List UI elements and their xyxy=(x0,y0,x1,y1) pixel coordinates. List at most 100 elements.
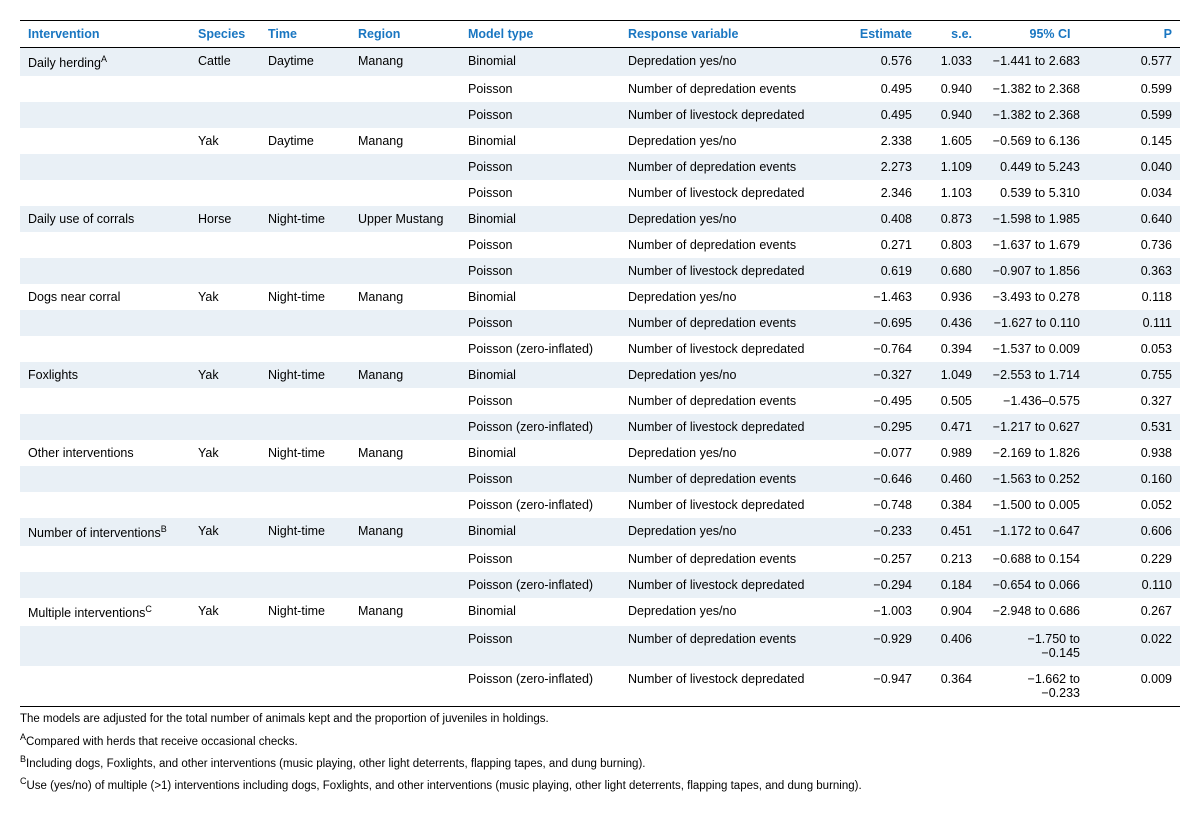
cell: −0.295 xyxy=(840,414,920,440)
cell xyxy=(260,180,350,206)
cell: Depredation yes/no xyxy=(620,128,840,154)
cell: 0.940 xyxy=(920,102,980,128)
cell: 0.680 xyxy=(920,258,980,284)
cell: Number of depredation events xyxy=(620,546,840,572)
cell: 2.338 xyxy=(840,128,920,154)
cell: −1.662 to −0.233 xyxy=(980,666,1120,707)
cell: Depredation yes/no xyxy=(620,206,840,232)
cell: Night-time xyxy=(260,518,350,546)
cell xyxy=(350,336,460,362)
cell: −1.637 to 1.679 xyxy=(980,232,1120,258)
cell xyxy=(190,466,260,492)
cell xyxy=(350,310,460,336)
cell xyxy=(190,180,260,206)
col-species: Species xyxy=(190,21,260,48)
cell xyxy=(260,626,350,666)
cell: −0.077 xyxy=(840,440,920,466)
table-row: Multiple interventionsCYakNight-timeMana… xyxy=(20,598,1180,626)
cell: 0.229 xyxy=(1120,546,1180,572)
table-row: Daily herdingACattleDaytimeManangBinomia… xyxy=(20,48,1180,77)
cell xyxy=(20,626,190,666)
cell: 0.364 xyxy=(920,666,980,707)
cell: −1.436–0.575 xyxy=(980,388,1120,414)
table-row: PoissonNumber of depredation events−0.25… xyxy=(20,546,1180,572)
table-body: Daily herdingACattleDaytimeManangBinomia… xyxy=(20,48,1180,707)
cell xyxy=(20,336,190,362)
cell: Number of livestock depredated xyxy=(620,572,840,598)
cell: −1.750 to −0.145 xyxy=(980,626,1120,666)
cell: 0.539 to 5.310 xyxy=(980,180,1120,206)
cell: 1.103 xyxy=(920,180,980,206)
cell: 0.736 xyxy=(1120,232,1180,258)
cell: −0.764 xyxy=(840,336,920,362)
footnote-c: CUse (yes/no) of multiple (>1) intervent… xyxy=(20,775,1172,795)
table-row: PoissonNumber of depredation events0.495… xyxy=(20,76,1180,102)
cell: Poisson xyxy=(460,310,620,336)
cell: 0.495 xyxy=(840,76,920,102)
cell: Number of interventionsB xyxy=(20,518,190,546)
table-row: Poisson (zero-inflated)Number of livesto… xyxy=(20,666,1180,707)
cell: 0.619 xyxy=(840,258,920,284)
col-intervention: Intervention xyxy=(20,21,190,48)
cell xyxy=(190,666,260,707)
cell xyxy=(190,232,260,258)
cell: Number of livestock depredated xyxy=(620,666,840,707)
col-time: Time xyxy=(260,21,350,48)
cell: −0.495 xyxy=(840,388,920,414)
cell: −2.948 to 0.686 xyxy=(980,598,1120,626)
cell: 2.273 xyxy=(840,154,920,180)
cell xyxy=(20,388,190,414)
table-row: PoissonNumber of depredation events−0.49… xyxy=(20,388,1180,414)
cell: 0.184 xyxy=(920,572,980,598)
data-table-container: Intervention Species Time Region Model t… xyxy=(20,20,1172,795)
table-row: PoissonNumber of livestock depredated0.6… xyxy=(20,258,1180,284)
cell: 0.495 xyxy=(840,102,920,128)
cell: −0.695 xyxy=(840,310,920,336)
footnotes: The models are adjusted for the total nu… xyxy=(20,711,1172,794)
cell: 0.606 xyxy=(1120,518,1180,546)
footnote-a: ACompared with herds that receive occasi… xyxy=(20,731,1172,751)
cell: Foxlights xyxy=(20,362,190,388)
cell xyxy=(20,414,190,440)
cell: Daytime xyxy=(260,48,350,77)
cell: 0.213 xyxy=(920,546,980,572)
cell: Night-time xyxy=(260,440,350,466)
cell xyxy=(260,336,350,362)
cell: 0.938 xyxy=(1120,440,1180,466)
cell xyxy=(260,76,350,102)
cell: 0.460 xyxy=(920,466,980,492)
cell xyxy=(190,492,260,518)
cell: 0.936 xyxy=(920,284,980,310)
cell: Poisson xyxy=(460,232,620,258)
cell xyxy=(20,102,190,128)
cell xyxy=(260,546,350,572)
cell: Binomial xyxy=(460,284,620,310)
cell xyxy=(190,626,260,666)
cell: 0.408 xyxy=(840,206,920,232)
cell: 0.327 xyxy=(1120,388,1180,414)
table-row: Poisson (zero-inflated)Number of livesto… xyxy=(20,572,1180,598)
table-header: Intervention Species Time Region Model t… xyxy=(20,21,1180,48)
cell: −1.382 to 2.368 xyxy=(980,76,1120,102)
cell: Manang xyxy=(350,598,460,626)
cell: Binomial xyxy=(460,206,620,232)
cell: 0.267 xyxy=(1120,598,1180,626)
cell xyxy=(20,258,190,284)
cell: 0.271 xyxy=(840,232,920,258)
cell xyxy=(350,102,460,128)
cell xyxy=(190,76,260,102)
cell: Depredation yes/no xyxy=(620,362,840,388)
cell xyxy=(190,546,260,572)
cell xyxy=(350,546,460,572)
cell xyxy=(190,154,260,180)
cell xyxy=(350,466,460,492)
cell: −0.646 xyxy=(840,466,920,492)
cell xyxy=(260,572,350,598)
cell: Yak xyxy=(190,518,260,546)
cell: Manang xyxy=(350,362,460,388)
cell: Manang xyxy=(350,440,460,466)
cell: −1.382 to 2.368 xyxy=(980,102,1120,128)
cell xyxy=(20,180,190,206)
cell: Daily use of corrals xyxy=(20,206,190,232)
cell xyxy=(190,572,260,598)
